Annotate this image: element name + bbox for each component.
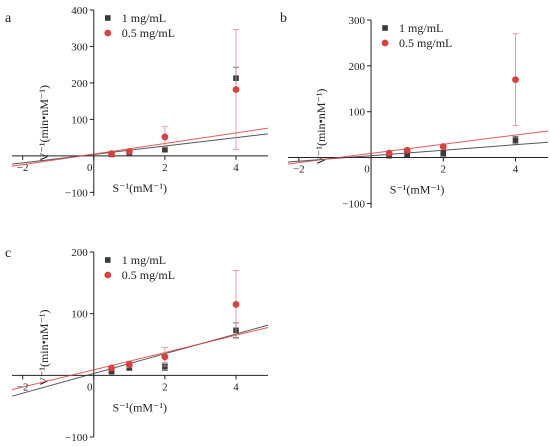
legend-label: 0.5 mg/mL: [122, 26, 175, 40]
y-axis-label: V⁻¹(min•nM⁻¹): [37, 85, 51, 161]
x-tick-label: −2: [293, 164, 305, 176]
chart-panel-b: b −2 0 2 4 −100 100 200 300 S⁻¹(mM⁻¹) V⁻¹(min•nM⁻¹…: [280, 11, 549, 210]
x-tick-label: 2: [162, 381, 168, 393]
data-point-square: [162, 146, 168, 153]
data-point-square: [162, 363, 168, 370]
x-axis-label: S⁻¹(mM⁻¹): [113, 400, 168, 414]
data-point-circle: [125, 360, 133, 368]
data-point-circle: [385, 149, 393, 157]
data-point-circle: [232, 86, 240, 93]
panel-label: c: [5, 246, 11, 261]
y-tick-label: −100: [342, 198, 365, 210]
data-point-circle: [512, 76, 519, 84]
y-tick-label: 300: [71, 41, 88, 53]
legend-marker: [382, 25, 388, 31]
x-tick-label: 4: [513, 164, 519, 176]
chart-panel-c: c−2024−100100200S⁻¹(mM⁻¹)V⁻¹(min•nM⁻¹)1 …: [5, 246, 269, 444]
x-tick-label: 4: [233, 381, 239, 393]
legend-marker: [104, 271, 112, 279]
y-tick-label: 100: [349, 107, 366, 119]
legend-marker: [104, 257, 111, 263]
y-tick-label: −100: [65, 187, 88, 199]
y-tick-label: 400: [71, 5, 88, 17]
x-tick-label: 4: [233, 162, 239, 174]
legend-marker: [104, 15, 111, 21]
y-tick-label: 100: [71, 309, 88, 321]
fit-line-2: [11, 326, 269, 391]
data-point-square: [108, 368, 115, 375]
data-point-square: [440, 150, 447, 157]
data-point-circle: [232, 301, 240, 308]
legend-marker: [381, 39, 389, 47]
data-point-square: [404, 152, 410, 158]
legend-label: 1 mg/mL: [399, 21, 443, 35]
y-tick-label: 200: [71, 247, 88, 259]
y-tick-label: 200: [349, 61, 366, 73]
y-tick-label: 100: [71, 114, 88, 126]
y-axis-label: V⁻¹(min•nM⁻¹): [37, 310, 51, 386]
data-point-circle: [403, 146, 411, 154]
y-tick-label: 300: [349, 15, 366, 27]
x-axis-label: S⁻¹(mM⁻¹): [113, 181, 168, 195]
fit-line-2: [11, 127, 269, 167]
x-tick-label: 0: [87, 162, 93, 174]
x-tick-label: 0: [364, 164, 370, 176]
y-tick-label: 200: [71, 78, 88, 90]
data-point-square: [512, 137, 519, 143]
x-tick-label: 0: [87, 381, 93, 393]
panel-label: b: [280, 11, 287, 26]
legend-label: 1 mg/mL: [122, 253, 166, 267]
fit-line-1: [11, 133, 269, 165]
data-point-circle: [125, 148, 133, 155]
legend-marker: [104, 29, 112, 37]
data-point-circle: [161, 133, 169, 141]
legend-label: 0.5 mg/mL: [122, 268, 175, 282]
data-point-circle: [439, 143, 447, 150]
chart-panel-a: a −2 0 2 4 −100 100 200 300 400 S⁻¹(mM⁻¹) V⁻¹(min•n…: [5, 5, 269, 199]
data-point-circle: [161, 353, 169, 361]
fit-line-1: [11, 324, 269, 397]
data-point-circle: [108, 150, 115, 158]
panel-label: a: [5, 11, 12, 26]
x-tick-label: −2: [17, 162, 29, 174]
legend-label: 0.5 mg/mL: [399, 36, 452, 50]
data-point-square: [126, 365, 133, 371]
y-axis-label: V⁻¹(min•nM⁻¹): [314, 89, 328, 165]
data-point-circle: [108, 364, 115, 372]
fit-line-2: [287, 130, 549, 165]
x-axis-label: S⁻¹(mM⁻¹): [390, 183, 445, 197]
x-tick-label: 2: [441, 164, 447, 176]
y-tick-label: −100: [65, 432, 88, 444]
legend-label: 1 mg/mL: [122, 11, 166, 25]
x-tick-label: 2: [162, 162, 168, 174]
